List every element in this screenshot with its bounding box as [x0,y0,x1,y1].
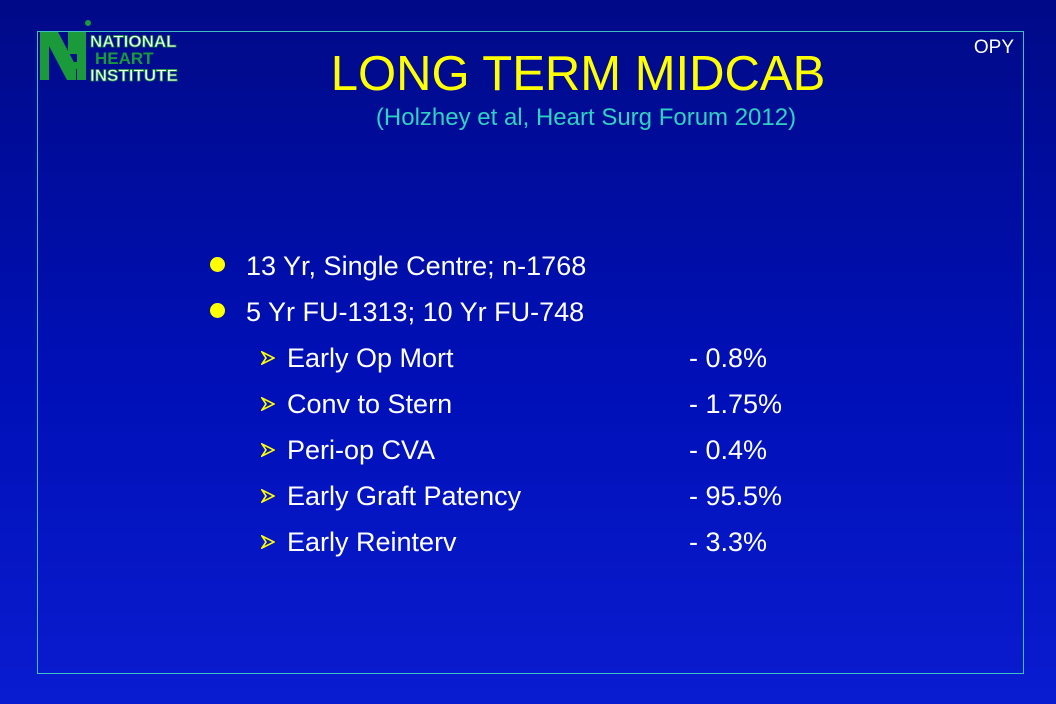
sub-item-label: Early Reinterv [287,527,457,557]
sub-item-value: - 1.75% [689,389,783,419]
sub-item-label: Early Op Mort [287,343,454,373]
sub-item-value: - 0.8% [689,343,768,373]
sub-item-early-reinterv: Early Reinterv - 3.3% [209,519,909,565]
bullet-item: 13 Yr, Single Centre; n-1768 [209,243,909,289]
logo-text-national: NATIONAL [90,32,177,51]
sub-item-value: - 0.4% [689,435,768,465]
sub-item-early-graft-patency: Early Graft Patency - 95.5% [209,473,909,519]
sub-item-conv-to-stern: Conv to Stern - 1.75% [209,381,909,427]
national-heart-institute-logo: NATIONAL HEART INSTITUTE [40,18,190,86]
bullet-dot-icon [210,303,225,318]
arrow-bullet-icon [261,443,275,457]
logo-text-institute: INSTITUTE [90,66,178,85]
sub-item-value: - 95.5% [689,481,783,511]
arrow-bullet-icon [261,397,275,411]
slide-subtitle: (Holzhey et al, Heart Surg Forum 2012) [375,104,797,131]
bullet-list: 13 Yr, Single Centre; n-1768 5 Yr FU-131… [209,243,909,565]
sub-item-label: Peri-op CVA [287,435,436,465]
logo-mark: NATIONAL HEART INSTITUTE [40,20,178,85]
sub-item-peri-op-cva: Peri-op CVA - 0.4% [209,427,909,473]
bullet-dot-icon [210,257,225,272]
sub-item-early-op-mort: Early Op Mort - 0.8% [209,335,909,381]
corner-tag: OPY [973,37,1014,58]
arrow-bullet-icon [261,489,275,503]
bullet-text: 5 Yr FU-1313; 10 Yr FU-748 [246,297,585,327]
arrow-bullet-icon [261,351,275,365]
sub-item-value: - 3.3% [689,527,768,557]
arrow-bullet-icon [261,535,275,549]
bullet-item: 5 Yr FU-1313; 10 Yr FU-748 [209,289,909,335]
logo-text-heart: HEART [95,49,154,68]
sub-item-label: Conv to Stern [287,389,453,419]
slide-frame [37,31,1024,674]
sub-item-label: Early Graft Patency [287,481,522,511]
bullet-text: 13 Yr, Single Centre; n-1768 [246,251,587,281]
slide-title: LONG TERM MIDCAB [330,47,826,101]
